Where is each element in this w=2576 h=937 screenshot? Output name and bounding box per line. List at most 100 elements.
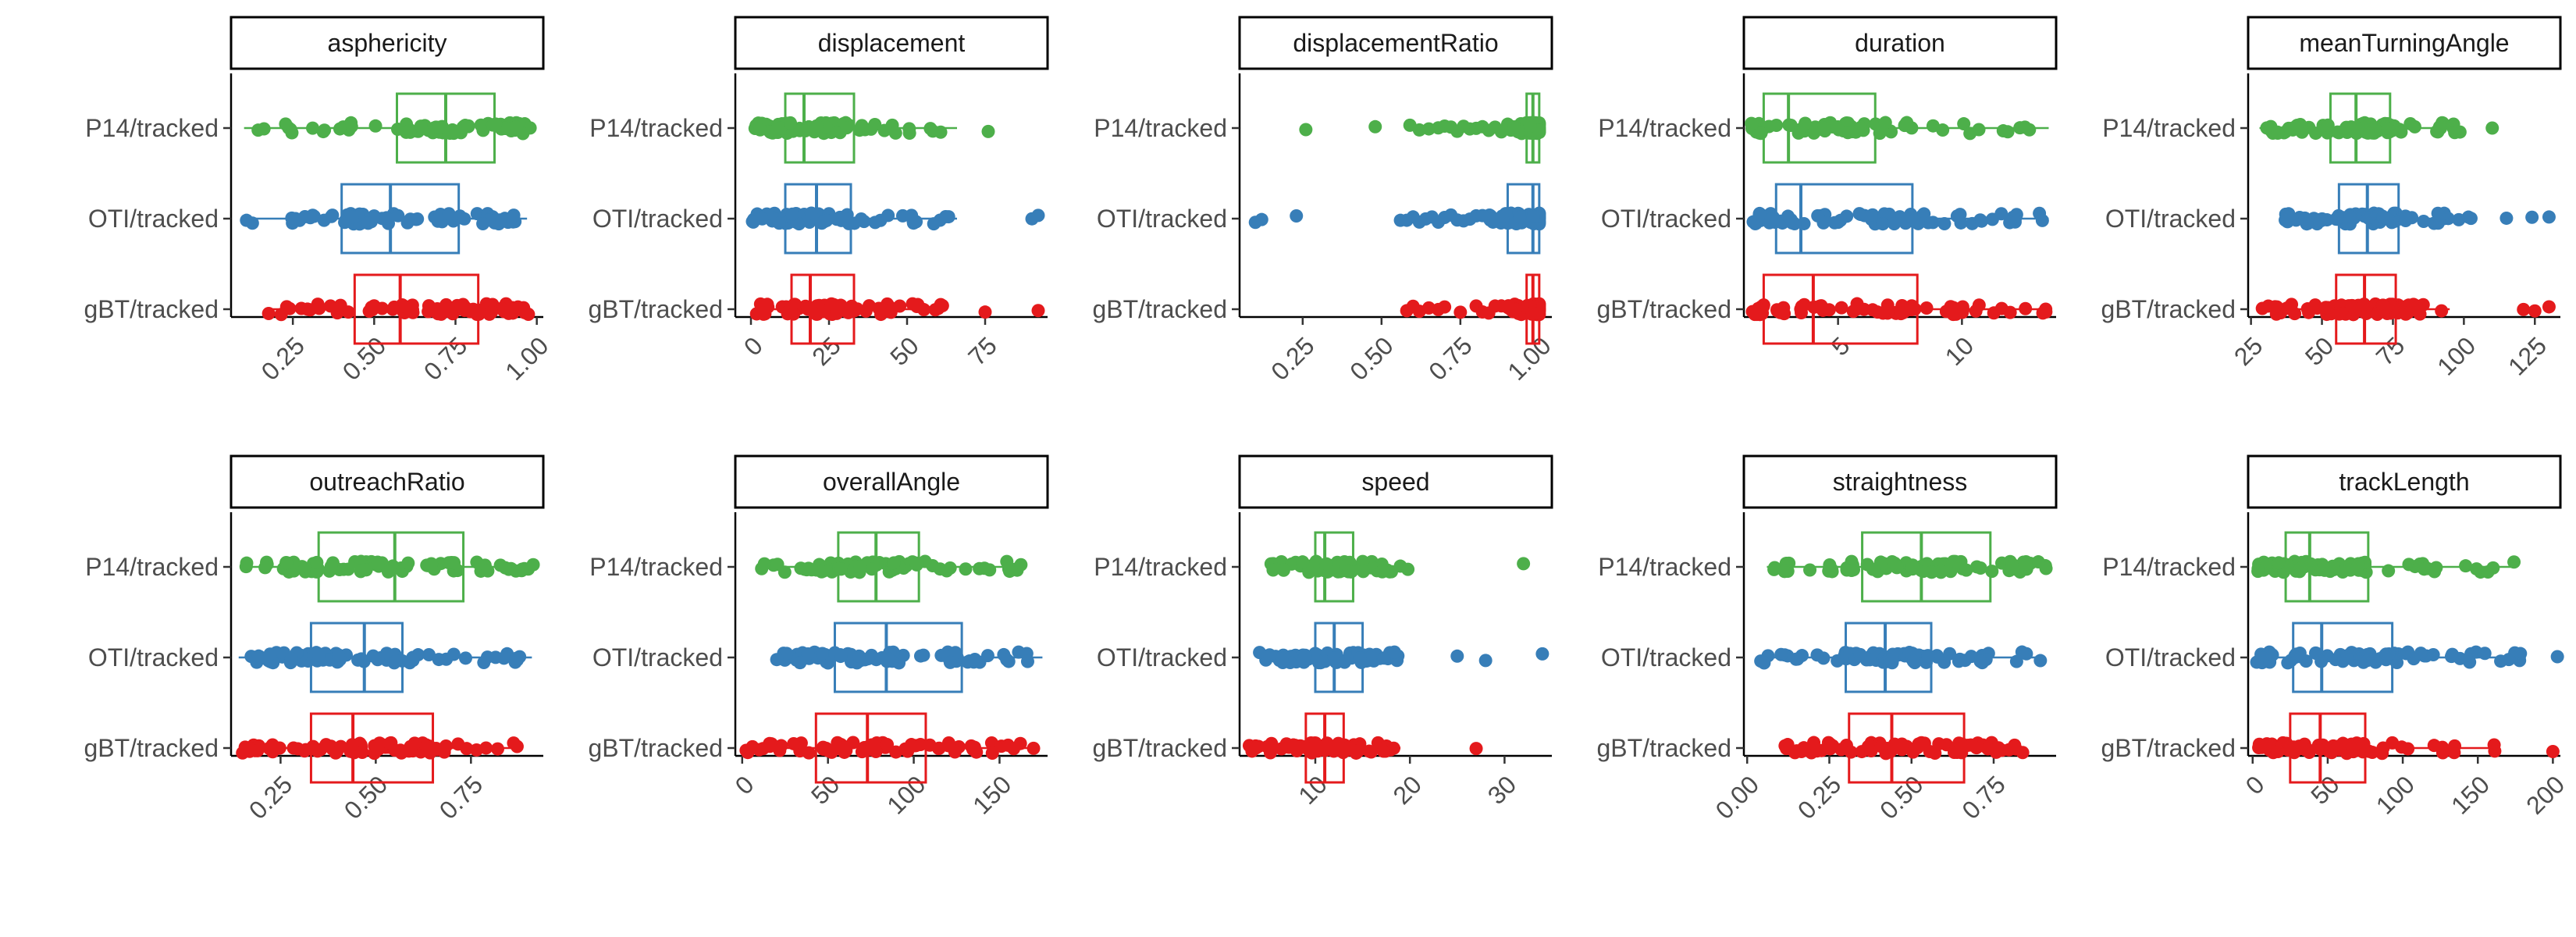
series-P14/tracked — [239, 531, 540, 603]
outlier-point — [2546, 745, 2560, 759]
panel-meanTurningAngle: meanTurningAngle P14/tracked OTI/tracked gB… — [2101, 16, 2562, 381]
data-point — [310, 565, 324, 579]
data-point — [1994, 301, 2008, 315]
data-point — [1947, 301, 1961, 315]
y-tick-label: gBT/tracked — [1092, 295, 1227, 323]
outlier-point — [1031, 304, 1045, 318]
data-point — [2459, 559, 2473, 573]
data-point — [865, 562, 879, 576]
data-point — [2019, 557, 2033, 571]
x-tick-label: 50 — [2305, 770, 2345, 810]
data-point — [1799, 116, 1813, 130]
data-point — [1362, 744, 1376, 758]
data-point — [756, 742, 770, 756]
data-point — [1886, 647, 1900, 661]
data-point — [1957, 117, 1971, 131]
x-tick-label: 1.00 — [500, 331, 553, 385]
series-OTI/tracked — [240, 183, 528, 255]
data-point — [1943, 647, 1957, 661]
data-point — [2293, 650, 2307, 664]
y-tick-label: gBT/tracked — [84, 734, 219, 762]
data-point — [2394, 125, 2408, 139]
series-P14/tracked — [755, 531, 1028, 603]
data-point — [262, 306, 276, 320]
y-tick-label: P14/tracked — [1598, 553, 1731, 581]
data-point — [2488, 744, 2502, 758]
data-point — [1797, 741, 1811, 755]
data-point — [2428, 565, 2442, 579]
outlier-point — [1475, 208, 1489, 223]
data-point — [1944, 565, 1958, 579]
data-point — [850, 302, 864, 316]
panel-title: meanTurningAngle — [2299, 29, 2509, 57]
x-tick-label: 0 — [2240, 770, 2270, 800]
data-point — [780, 647, 794, 661]
data-point — [852, 649, 866, 663]
series-P14/tracked — [748, 92, 995, 164]
data-point — [1526, 210, 1540, 224]
data-point — [1525, 306, 1539, 320]
outlier-point — [2542, 300, 2556, 314]
panel-strip — [1742, 16, 2058, 70]
x-tick-label: 0.75 — [1423, 331, 1477, 385]
data-point — [333, 122, 347, 136]
data-point — [2031, 555, 2045, 569]
series-P14/tracked — [1264, 531, 1531, 603]
y-tick-label: gBT/tracked — [2101, 295, 2236, 323]
data-point — [1878, 116, 1892, 130]
data-point — [400, 216, 415, 230]
x-tick-label: 0.50 — [337, 331, 391, 385]
data-point — [2331, 125, 2345, 139]
data-point — [2363, 647, 2377, 661]
data-point — [2426, 648, 2440, 662]
outlier-point — [2542, 210, 2556, 224]
series-P14/tracked — [2259, 92, 2500, 164]
data-point — [1495, 209, 1509, 223]
data-point — [310, 555, 324, 569]
data-point — [1353, 650, 1367, 664]
data-point — [2285, 297, 2299, 312]
x-tick-label: 30 — [1482, 770, 1522, 810]
outlier-point — [1290, 209, 1304, 223]
data-point — [251, 743, 265, 757]
data-point — [967, 740, 981, 754]
x-tick-label: 0.25 — [256, 331, 310, 385]
data-point — [1797, 297, 1811, 312]
data-point — [2302, 745, 2316, 759]
data-point — [968, 652, 982, 666]
data-point — [399, 300, 413, 314]
data-point — [1276, 563, 1290, 577]
data-point — [2329, 212, 2343, 226]
series-gBT/tracked — [262, 273, 535, 345]
data-point — [948, 646, 962, 660]
y-tick-label: OTI/tracked — [2105, 205, 2236, 233]
outlier-point — [1450, 649, 1464, 663]
outlier-point — [1299, 123, 1313, 137]
x-tick-label: 0.25 — [1792, 770, 1846, 824]
data-point — [2003, 216, 2017, 230]
data-point — [1377, 651, 1391, 665]
data-point — [1752, 208, 1767, 222]
data-point — [345, 210, 359, 224]
data-point — [381, 565, 395, 579]
data-point — [2345, 298, 2359, 312]
x-tick-label: 0.50 — [1344, 331, 1398, 385]
data-point — [423, 746, 437, 760]
data-point — [2399, 647, 2413, 661]
data-point — [518, 305, 532, 319]
data-point — [994, 739, 1009, 754]
data-point — [2033, 654, 2048, 668]
data-point — [379, 211, 393, 225]
data-point — [317, 213, 331, 227]
data-point — [262, 741, 276, 755]
y-tick-label: P14/tracked — [85, 553, 219, 581]
data-point — [1002, 565, 1016, 579]
data-point — [1888, 556, 1902, 570]
data-point — [1807, 126, 1821, 140]
data-point — [2018, 120, 2032, 134]
data-point — [834, 562, 848, 576]
data-point — [855, 745, 869, 759]
panel-strip — [2247, 16, 2562, 70]
data-point — [383, 736, 397, 750]
series-OTI/tracked — [745, 183, 1045, 255]
